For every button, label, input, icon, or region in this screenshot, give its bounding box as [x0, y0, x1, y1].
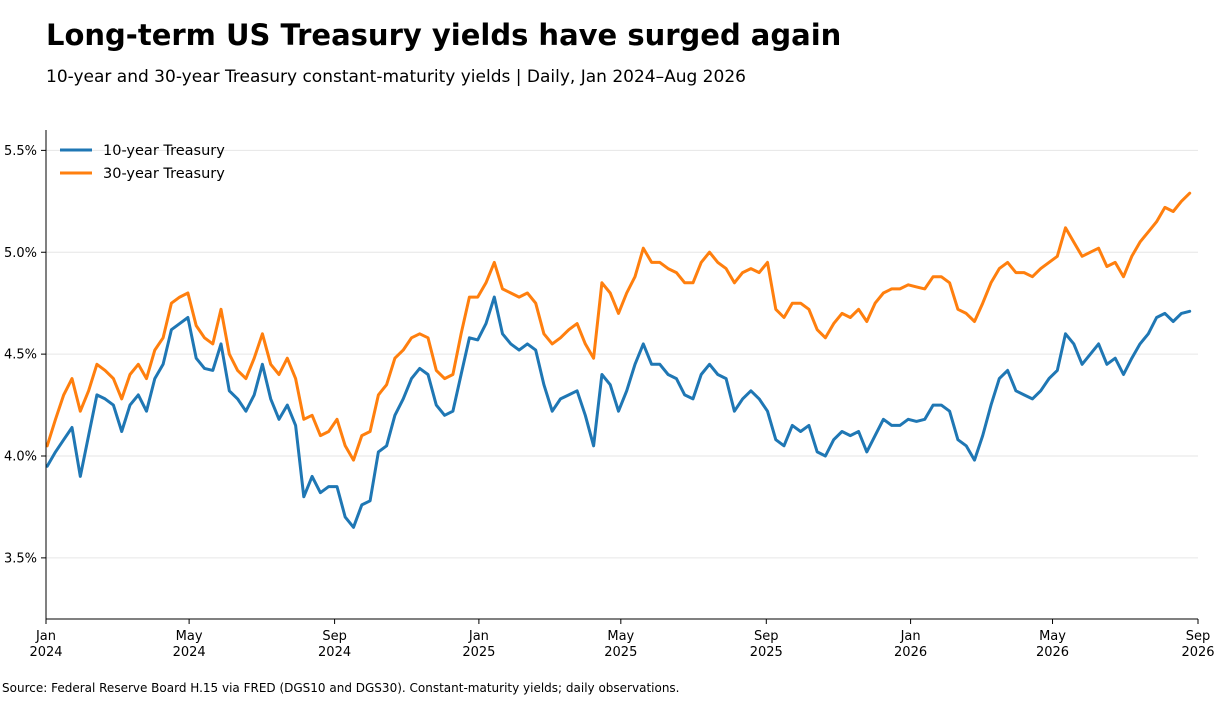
- legend-label: 30-year Treasury: [103, 166, 225, 182]
- gridlines: [46, 149, 1198, 559]
- x-tick-label-month: Sep: [322, 629, 347, 644]
- legend: 10-year Treasury 30-year Treasury: [60, 143, 225, 182]
- x-tick-label-month: May: [607, 629, 634, 644]
- y-tick-label: 4.0%: [4, 450, 37, 465]
- y-tick-label: 5.0%: [4, 246, 37, 261]
- x-tick-label-month: May: [176, 629, 203, 644]
- series-line-30-year: [45, 191, 1192, 462]
- series-lines: [45, 191, 1192, 529]
- chart-subtitle: 10-year and 30-year Treasury constant-ma…: [46, 67, 746, 87]
- x-tick-label-year: 2025: [462, 645, 495, 660]
- axes: 3.5%4.0%4.5%5.0%5.5%Jan2024May2024Sep202…: [4, 130, 1215, 660]
- x-tick-label-month: Sep: [754, 629, 779, 644]
- chart-title: Long-term US Treasury yields have surged…: [46, 18, 842, 52]
- x-tick-label-year: 2025: [604, 645, 637, 660]
- x-tick-label-year: 2026: [1036, 645, 1069, 660]
- x-tick-label-month: May: [1039, 629, 1066, 644]
- y-tick-label: 3.5%: [4, 551, 37, 566]
- x-tick-label-year: 2026: [894, 645, 927, 660]
- x-tick-label-month: Jan: [35, 629, 56, 644]
- x-tick-label-year: 2025: [750, 645, 783, 660]
- y-tick-label: 5.5%: [4, 144, 37, 159]
- x-tick-label-year: 2026: [1181, 645, 1214, 660]
- y-tick-label: 4.5%: [4, 348, 37, 363]
- legend-label: 10-year Treasury: [103, 143, 225, 159]
- x-tick-label-year: 2024: [173, 645, 206, 660]
- x-tick-label-month: Jan: [900, 629, 921, 644]
- x-tick-label-month: Sep: [1186, 629, 1211, 644]
- x-tick-label-year: 2024: [318, 645, 351, 660]
- x-tick-label-year: 2024: [29, 645, 62, 660]
- x-tick-label-month: Jan: [468, 629, 489, 644]
- source-note: Source: Federal Reserve Board H.15 via F…: [2, 681, 680, 695]
- series-line-10-year: [45, 295, 1192, 529]
